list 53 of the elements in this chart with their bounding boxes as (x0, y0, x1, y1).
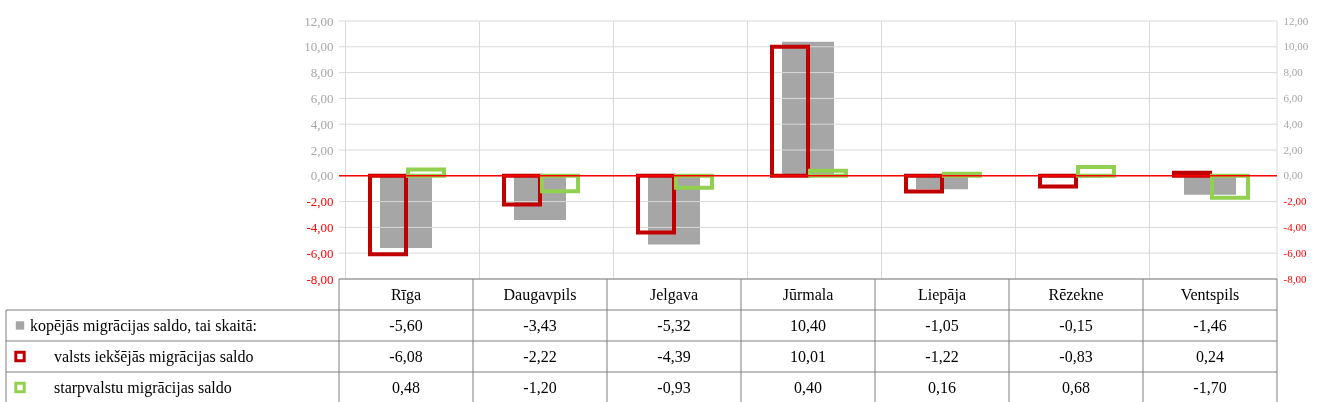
legend-label: valsts iekšējās migrācijas saldo (54, 347, 254, 366)
y-tick-label: 4,00 (310, 116, 334, 132)
y2-tick-label: 6,00 (1283, 91, 1304, 104)
data-label: -1,05 (925, 316, 959, 334)
data-label: 0,16 (928, 378, 956, 396)
x-tick-label: Jūrmala (782, 285, 834, 303)
x-tick-label: Liepāja (918, 285, 966, 304)
y2-tick-label: 12,00 (1283, 14, 1309, 27)
x-tick-label: Ventspils (1180, 285, 1240, 304)
y-tick-label: -2,00 (306, 194, 334, 210)
data-label: -0,93 (657, 378, 691, 396)
data-label: 10,40 (790, 316, 826, 334)
legend-label: starpvalstu migrācijas saldo (54, 378, 232, 397)
data-label: -2,22 (523, 347, 557, 365)
data-label: -6,08 (389, 347, 423, 365)
y2-tick-label: -4,00 (1283, 220, 1307, 233)
data-label: 0,40 (794, 378, 822, 396)
y-tick-label: 0,00 (310, 168, 334, 184)
x-tick-label: Daugavpils (503, 285, 577, 304)
x-tick-label: Rēzekne (1048, 285, 1104, 303)
x-tick-label: Jelgava (650, 285, 698, 304)
y2-tick-label: 10,00 (1283, 40, 1309, 53)
data-label: -3,43 (523, 316, 557, 334)
data-label: 0,68 (1062, 378, 1090, 396)
data-label: 10,01 (790, 347, 826, 365)
data-label: -0,83 (1059, 347, 1093, 365)
data-label: -4,39 (657, 347, 691, 365)
y-tick-label: 8,00 (310, 65, 334, 81)
y-tick-label: 10,00 (304, 39, 334, 55)
data-label: -1,22 (925, 347, 959, 365)
data-label: -0,15 (1059, 316, 1093, 334)
y-tick-label: 12,00 (304, 13, 334, 29)
y-tick-label: 2,00 (310, 142, 334, 158)
y2-tick-label: 2,00 (1283, 143, 1304, 156)
y2-tick-label: -6,00 (1283, 246, 1307, 259)
data-label: 0,48 (392, 378, 420, 396)
data-label: -1,46 (1193, 316, 1227, 334)
x-tick-label: Rīga (390, 285, 422, 304)
data-label: 0,24 (1196, 347, 1224, 365)
data-label: -1,20 (523, 378, 557, 396)
y2-tick-label: 8,00 (1283, 66, 1304, 79)
data-label: -5,60 (389, 316, 423, 334)
y-tick-label: -4,00 (306, 219, 334, 235)
y-tick-label: -8,00 (306, 271, 334, 287)
y-tick-label: -6,00 (306, 245, 334, 261)
y-tick-label: 6,00 (310, 90, 334, 106)
y2-tick-label: 4,00 (1283, 117, 1304, 130)
data-label: -5,32 (657, 316, 691, 334)
y2-tick-label: -8,00 (1283, 272, 1307, 285)
data-label: -1,70 (1193, 378, 1227, 396)
legend-label: kopējās migrācijas saldo, tai skaitā: (30, 316, 258, 335)
y2-tick-label: -2,00 (1283, 195, 1307, 208)
y2-tick-label: 0,00 (1283, 169, 1304, 182)
